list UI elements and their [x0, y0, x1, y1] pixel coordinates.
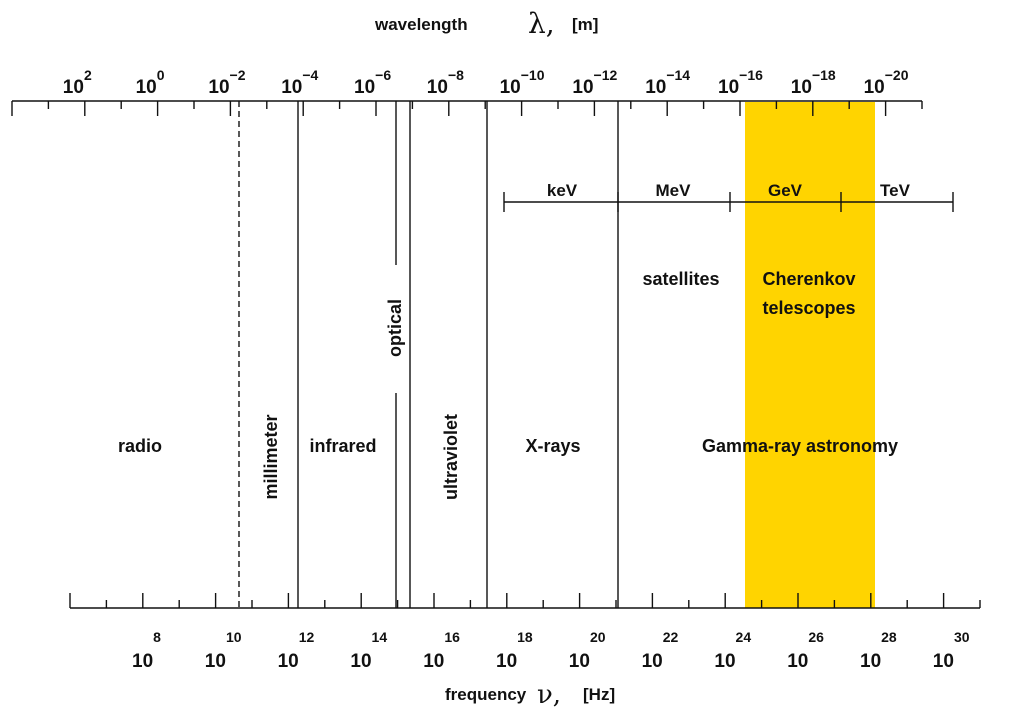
top-tick-label: 100 [136, 67, 165, 98]
energy-label-tev: TeV [880, 181, 911, 200]
top-tick-label: 102 [63, 67, 92, 98]
top-tick-label: 10−4 [281, 67, 318, 98]
detector-label-cherenkov: Cherenkov [762, 269, 855, 289]
energy-label-kev: keV [547, 181, 578, 200]
bottom-axis-ticks [69, 593, 981, 608]
bottom-tick-label: 1028 [860, 629, 897, 672]
bottom-tick-label: 1026 [787, 629, 824, 672]
bottom-axis-symbol: ν, [537, 680, 561, 710]
top-axis-unit: [m] [572, 15, 598, 34]
top-axis-title: wavelength [374, 15, 468, 34]
top-tick-label: 10−16 [718, 67, 763, 98]
top-tick-label: 10−18 [791, 67, 836, 98]
top-tick-label: 10−2 [208, 67, 245, 98]
bottom-tick-label: 1030 [933, 629, 970, 672]
top-tick-label: 10−6 [354, 67, 391, 98]
energy-label-gev: GeV [768, 181, 803, 200]
bottom-tick-label: 1022 [642, 629, 679, 672]
bottom-tick-label: 1012 [278, 629, 315, 672]
energy-scale [503, 192, 954, 212]
top-tick-label: 10−8 [427, 67, 464, 98]
detector-label-satellites: satellites [642, 269, 719, 289]
bottom-axis-tick-labels: 108 1010 1012 1014 1016 1018 1020 1022 1024 1026 1… [132, 629, 970, 672]
band-label-xrays: X-rays [525, 436, 580, 456]
energy-label-mev: MeV [656, 181, 692, 200]
band-label-ultraviolet: ultraviolet [441, 414, 461, 500]
band-label-gamma: Gamma-ray astronomy [702, 436, 898, 456]
cherenkov-band [745, 102, 875, 608]
band-label-millimeter: millimeter [261, 414, 281, 499]
top-axis-ticks [11, 101, 923, 116]
band-label-radio: radio [118, 436, 162, 456]
bottom-axis-unit: [Hz] [583, 685, 615, 704]
top-tick-label: 10−10 [500, 67, 545, 98]
top-axis-symbol: λ, [528, 7, 555, 40]
bottom-tick-label: 1024 [714, 629, 751, 672]
band-label-optical: optical [385, 299, 405, 357]
bottom-axis-title: frequency [445, 685, 527, 704]
top-tick-label: 10−12 [572, 67, 617, 98]
bottom-tick-label: 1010 [205, 629, 242, 672]
band-label-infrared: infrared [309, 436, 376, 456]
bottom-tick-label: 1020 [569, 629, 606, 672]
top-tick-label: 10−20 [864, 67, 909, 98]
top-tick-label: 10−14 [645, 67, 690, 98]
bottom-tick-label: 108 [132, 629, 161, 672]
bottom-tick-label: 1016 [423, 629, 460, 672]
top-axis-tick-labels: 102 100 10−2 10−4 10−6 10−8 10−10 10−12 10−14 10−… [63, 67, 909, 98]
bottom-tick-label: 1014 [350, 629, 387, 672]
detector-label-telescopes: telescopes [762, 298, 855, 318]
bottom-tick-label: 1018 [496, 629, 533, 672]
